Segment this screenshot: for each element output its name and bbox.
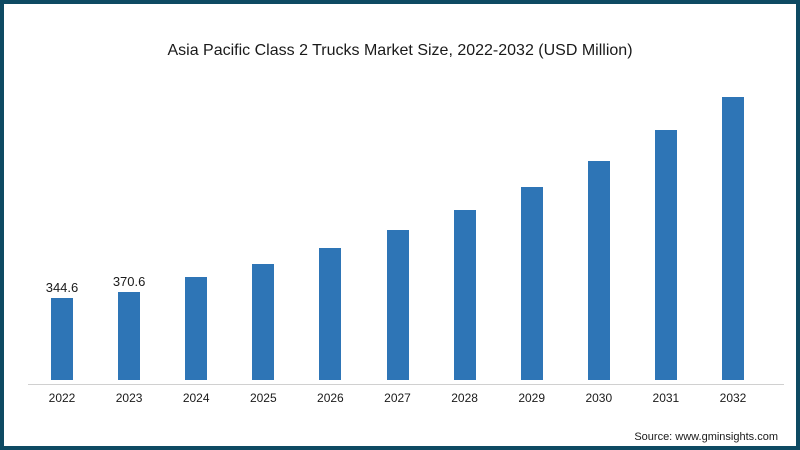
x-axis-line (28, 384, 784, 385)
bar-2026 (319, 247, 342, 380)
bar-2024 (185, 276, 208, 380)
bar-2027 (386, 230, 409, 380)
x-tick-label: 2026 (317, 391, 344, 405)
bar-2032 (722, 97, 744, 380)
chart-title: Asia Pacific Class 2 Trucks Market Size,… (167, 42, 633, 59)
bar-2030 (587, 161, 610, 380)
bar-2025 (252, 264, 275, 380)
x-tick-label: 2031 (652, 391, 680, 405)
x-tick-label: 2029 (518, 391, 546, 405)
x-tick-label: 2023 (115, 391, 143, 405)
x-tick-label: 2025 (249, 391, 277, 405)
bar-2022 (51, 298, 73, 380)
source-note: Source: www.gminsights.com (634, 431, 778, 443)
data-label: 370.6 (112, 273, 146, 289)
x-tick-label: 2028 (451, 391, 478, 405)
x-tick-label: 2022 (48, 391, 76, 405)
bar-2028 (453, 210, 476, 380)
bar-2029 (520, 187, 543, 380)
x-tick-label: 2030 (585, 391, 613, 405)
bar-2031 (654, 130, 677, 380)
bar-2023 (118, 291, 141, 380)
x-tick-label: 2027 (384, 391, 411, 405)
x-tick-label: 2032 (719, 391, 747, 405)
x-tick-label: 2024 (182, 391, 210, 405)
data-label: 344.6 (45, 280, 79, 295)
